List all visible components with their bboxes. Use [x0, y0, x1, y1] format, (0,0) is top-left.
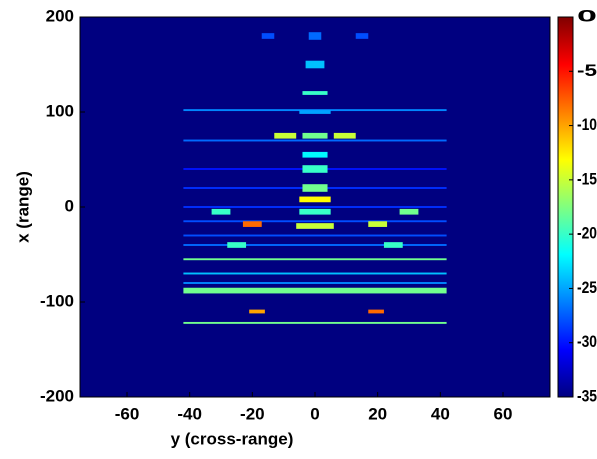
heatmap-cell	[305, 60, 325, 69]
heatmap-cell	[302, 184, 328, 192]
heatmap-cell	[261, 33, 275, 39]
heatmap-cell	[302, 165, 328, 173]
heatmap-cell	[249, 309, 265, 314]
x-tick-label: -20	[240, 404, 265, 423]
heatmap-cell	[183, 272, 447, 275]
x-tick-label: -60	[115, 404, 140, 423]
heatmap-cell	[183, 244, 447, 246]
heatmap-cell	[242, 221, 262, 227]
colorbar-tick-label: 0	[577, 6, 597, 25]
x-tick-label: 0	[310, 404, 319, 423]
heatmap-cell	[183, 206, 447, 208]
heatmap-cell	[308, 32, 322, 40]
colorbar-tick-label: -10	[577, 115, 597, 134]
heatmap-cell	[183, 282, 447, 284]
heatmap-cell	[333, 132, 356, 139]
heatmap-cell	[299, 196, 331, 203]
x-tick-label: 60	[494, 404, 513, 423]
colorbar-tick-label: -25	[577, 278, 597, 297]
y-tick-label: -200	[40, 386, 74, 405]
heatmap-cell	[383, 242, 403, 248]
x-axis-label: y (cross-range)	[171, 429, 294, 448]
x-tick-label: -40	[177, 404, 202, 423]
y-tick-label: 200	[46, 6, 74, 25]
heatmap-cell	[183, 139, 447, 142]
heatmap-cell	[399, 208, 419, 215]
heatmap-cell	[299, 110, 331, 114]
colorbar-tick-label: -30	[577, 332, 597, 351]
heatmap-cell	[302, 132, 328, 139]
colorbar-tick-label: -35	[577, 386, 597, 405]
y-tick-label: 0	[65, 196, 74, 215]
heatmap-cell	[296, 223, 334, 229]
heatmap-cell	[302, 151, 328, 158]
heatmap-cell	[302, 91, 328, 95]
x-tick-label: 40	[431, 404, 450, 423]
heatmap-cell	[183, 234, 447, 237]
heatmap-cell	[274, 132, 297, 139]
y-tick-label: -100	[40, 291, 74, 310]
x-tick-label: 20	[368, 404, 387, 423]
y-axis-label: x (range)	[13, 171, 32, 243]
heatmap-cell	[183, 287, 447, 294]
colorbar-tick-label: -20	[577, 224, 597, 243]
heatmap-cell	[368, 309, 384, 314]
heatmap-cell	[211, 208, 231, 215]
y-tick-label: 100	[46, 101, 74, 120]
colorbar	[557, 16, 574, 398]
heatmap-cell	[183, 258, 447, 261]
colorbar-tick-label: -15	[577, 169, 597, 188]
heatmap-cell	[183, 220, 447, 223]
heatmap-cell	[368, 221, 388, 227]
heatmap-cell	[355, 33, 369, 39]
colorbar-tick-label: -5	[577, 61, 597, 80]
heatmap-cell	[299, 208, 331, 215]
heatmap-cell	[227, 242, 247, 248]
heatmap-cell	[183, 321, 447, 324]
